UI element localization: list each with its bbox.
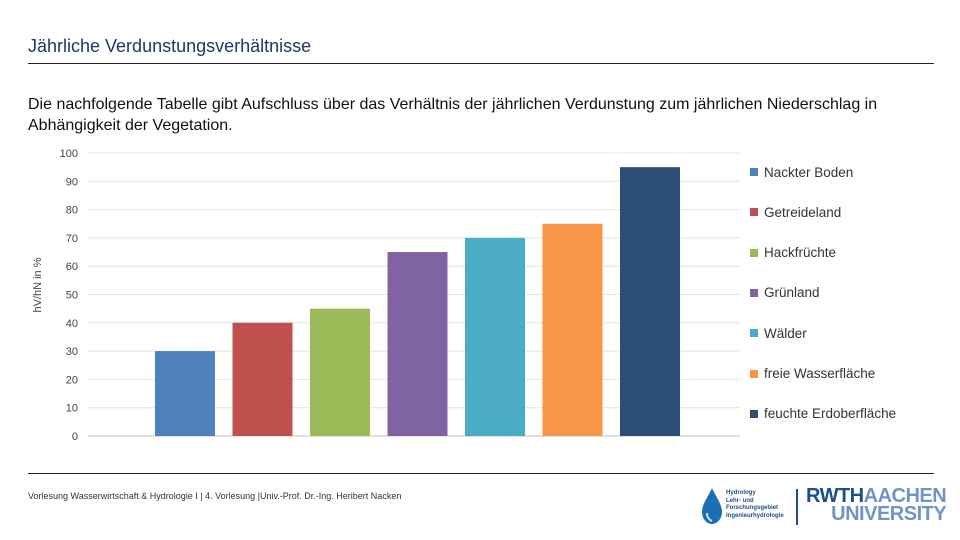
legend-item: freie Wasserfläche: [750, 365, 875, 383]
y-tick-label: 60: [66, 261, 78, 273]
y-tick-label: 10: [66, 403, 78, 415]
slide-title: Jährliche Verdunstungsverhältnisse: [28, 36, 312, 56]
legend-label: freie Wasserfläche: [764, 366, 876, 381]
logo-separator: [796, 489, 798, 525]
legend-swatch: [750, 329, 758, 338]
bar-4: [387, 252, 448, 436]
legend-item: Hackfrüchte: [750, 244, 836, 262]
bar-6: [542, 223, 603, 436]
legend-item: Getreideland: [750, 203, 841, 221]
legend-item: Wälder: [750, 324, 807, 342]
y-tick-label: 50: [66, 290, 78, 302]
chart-bars: [155, 167, 680, 436]
y-tick-label: 80: [66, 205, 78, 217]
legend-item: feuchte Erdoberfläche: [750, 405, 896, 423]
water-drop-icon: [702, 488, 722, 524]
hydrology-logo-line: Hydrology: [726, 490, 756, 496]
chart-y-ticks: 0 10 20 30 40 50 60 70 80 90 100: [60, 148, 78, 443]
y-tick-label: 100: [60, 148, 78, 160]
bar-2: [232, 322, 293, 436]
hydrology-logo-text: Hydrology Lehr- und Forschungsgebiet Ing…: [726, 490, 784, 520]
legend-swatch: [750, 409, 758, 418]
legend-item: Nackter Boden: [750, 163, 853, 181]
legend-swatch: [750, 168, 758, 176]
rwth-logo: RWTHAACHEN UNIVERSITY: [806, 485, 947, 525]
y-tick-label: 40: [66, 318, 78, 330]
legend-item: Grünland: [750, 284, 820, 302]
title-divider: [28, 63, 934, 64]
bar-7: [620, 167, 680, 436]
intro-text: Die nachfolgende Tabelle gibt Aufschluss…: [28, 96, 878, 134]
y-tick-label: 30: [66, 346, 78, 358]
legend-label: Grünland: [764, 285, 820, 301]
legend-swatch: [750, 288, 758, 297]
rwth-logo-bold: RWTH: [806, 485, 864, 507]
legend-swatch: [750, 369, 758, 378]
rwth-logo-university: UNIVERSITY: [831, 503, 947, 525]
y-tick-label: 70: [66, 233, 78, 245]
footer-text: Vorlesung Wasserwirtschaft & Hydrologie …: [28, 491, 402, 501]
legend-label: Getreideland: [764, 204, 842, 220]
y-tick-label: 20: [66, 374, 78, 386]
y-tick-label: 0: [72, 431, 78, 443]
footer-divider: [28, 473, 934, 474]
hydrology-logo-line: Forschungsgebiet: [726, 505, 779, 512]
y-axis-label: hV/hN in %: [32, 257, 44, 313]
hydrology-logo-line: Lehr- und: [726, 497, 754, 504]
legend-swatch: [750, 248, 758, 257]
rwth-logo-aachen: AACHEN: [863, 485, 947, 507]
legend-label: Wälder: [764, 325, 807, 341]
bar-5: [465, 237, 525, 436]
bar-1: [155, 351, 215, 436]
legend-label: Hackfrüchte: [764, 245, 837, 261]
legend-swatch: [750, 208, 758, 217]
legend-label: feuchte Erdoberfläche: [764, 406, 897, 422]
legend-label: Nackter Boden: [764, 164, 854, 180]
y-tick-label: 90: [66, 176, 78, 188]
hydrology-logo-line: Ingenieurhydrologie: [726, 512, 784, 519]
bar-3: [310, 308, 370, 436]
